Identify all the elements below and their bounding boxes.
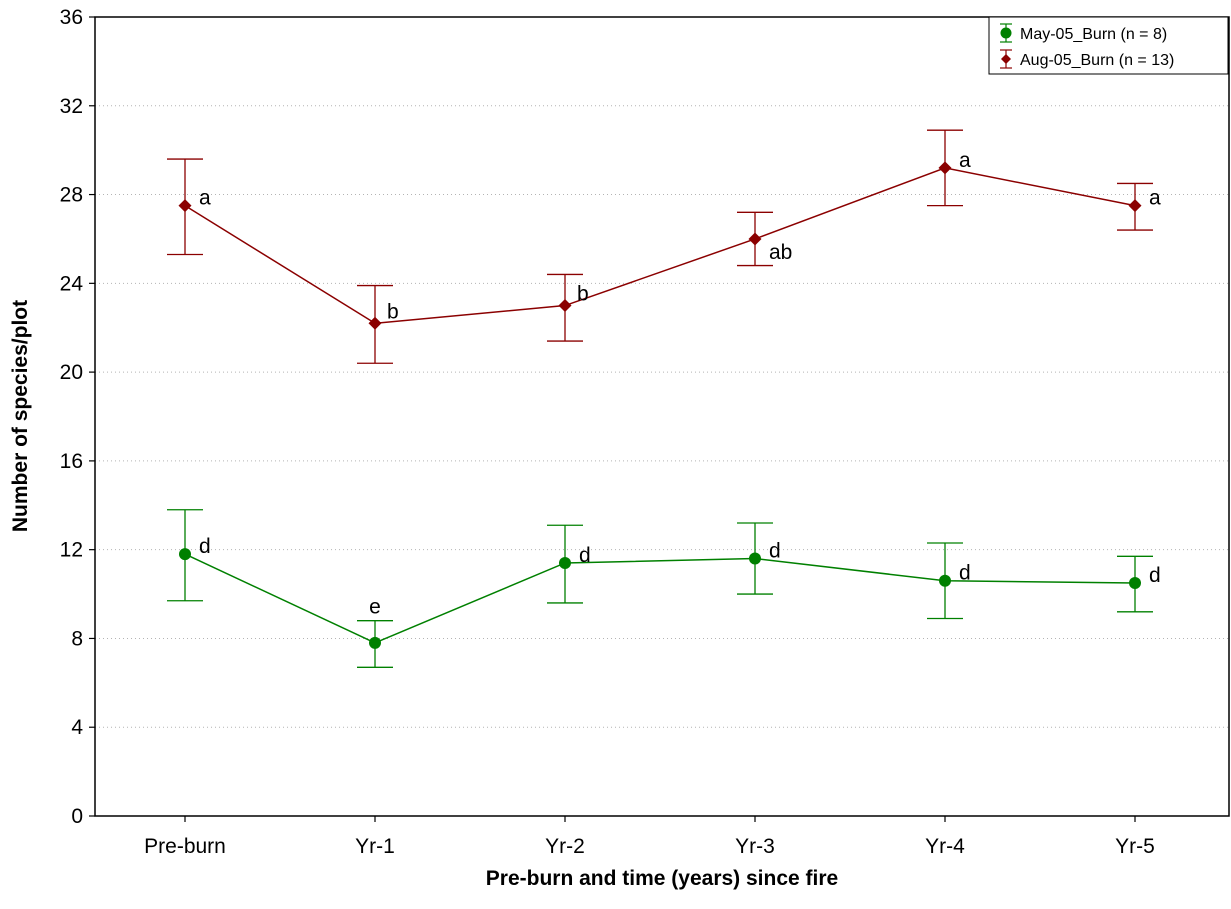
data-label: d — [579, 544, 591, 567]
data-label: d — [1149, 564, 1161, 587]
y-tick-label: 20 — [60, 361, 83, 384]
data-label: a — [959, 149, 971, 172]
data-point — [369, 636, 381, 649]
data-label: d — [959, 562, 971, 585]
x-tick-label: Yr-3 — [735, 835, 775, 858]
y-tick-label: 36 — [60, 6, 83, 29]
data-point — [749, 552, 761, 565]
data-point — [368, 316, 382, 330]
data-label: b — [387, 300, 399, 323]
y-tick-label: 32 — [60, 95, 83, 118]
data-label: b — [577, 283, 589, 306]
legend-marker — [1000, 27, 1012, 39]
data-point — [1128, 199, 1142, 213]
data-point — [558, 299, 572, 313]
data-point — [939, 574, 951, 587]
legend: May-05_Burn (n = 8) Aug-05_Burn (n = 13) — [988, 16, 1229, 75]
y-tick-label: 12 — [60, 539, 83, 562]
data-label: a — [1149, 187, 1161, 210]
data-label: ab — [769, 241, 792, 264]
y-tick-label: 28 — [60, 184, 83, 207]
y-axis-title: Number of species/plot — [9, 300, 32, 532]
data-point — [179, 548, 191, 561]
x-axis-title: Pre-burn and time (years) since fire — [486, 867, 838, 890]
data-point — [559, 556, 571, 569]
data-label: a — [199, 187, 211, 210]
series-line — [184, 167, 1136, 325]
data-label: d — [769, 540, 781, 563]
data-label: d — [199, 535, 211, 558]
y-tick-label: 4 — [71, 716, 83, 739]
legend-marker — [1001, 54, 1011, 64]
legend-box — [988, 16, 1229, 75]
series-1: d e d d d d — [167, 509, 1161, 668]
grid — [95, 105, 1229, 728]
y-axis: 0 4 8 12 16 20 24 28 32 36 — [60, 6, 95, 828]
legend-label: May-05_Burn (n = 8) — [1020, 26, 1167, 43]
y-tick-label: 0 — [71, 805, 83, 828]
x-tick-label: Yr-5 — [1115, 835, 1155, 858]
data-point — [178, 199, 192, 213]
y-tick-label: 8 — [71, 627, 83, 650]
legend-label: Aug-05_Burn (n = 13) — [1020, 52, 1174, 69]
x-tick-label: Yr-4 — [925, 835, 965, 858]
series-line — [184, 553, 1136, 644]
data-point — [1129, 576, 1141, 589]
x-tick-label: Yr-2 — [545, 835, 585, 858]
y-tick-label: 24 — [60, 272, 84, 295]
x-tick-label: Pre-burn — [144, 835, 226, 858]
plot-frame — [94, 16, 1230, 817]
x-tick-label: Yr-1 — [355, 835, 395, 858]
y-tick-label: 16 — [60, 450, 83, 473]
data-point — [748, 232, 762, 246]
data-label: e — [369, 596, 381, 619]
x-axis: Pre-burn Yr-1 Yr-2 Yr-3 Yr-4 Yr-5 — [144, 816, 1155, 858]
data-point — [938, 161, 952, 175]
